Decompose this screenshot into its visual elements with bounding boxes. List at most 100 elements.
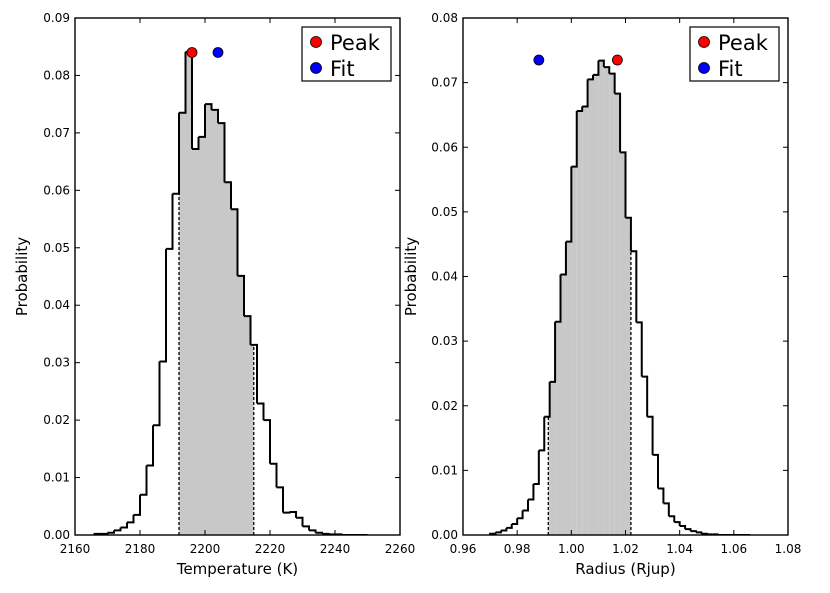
temperature-y-tick-label: 0.01: [43, 471, 70, 485]
radius-histogram-bin: [576, 106, 584, 113]
radius-shaded-bin: [548, 416, 550, 535]
radius-legend-peak-label: Peak: [718, 31, 769, 55]
radius-shaded-bin: [582, 106, 588, 535]
radius-shaded-bin: [620, 152, 626, 535]
temperature-histogram-bin: [179, 51, 187, 114]
temperature-histogram-bin: [159, 248, 167, 363]
temperature-x-axis-label: Temperature (K): [176, 560, 298, 578]
temperature-x-tick-label: 2220: [255, 542, 286, 556]
radius-shaded-bin: [571, 166, 577, 535]
radius-histogram-bin: [663, 502, 670, 517]
temperature-y-tick-label: 0.04: [43, 298, 70, 312]
temperature-histogram-bin: [205, 103, 213, 110]
radius-legend-fit-label: Fit: [718, 57, 743, 81]
temperature-histogram-bin: [289, 511, 297, 518]
radius-y-tick-label: 0.06: [431, 140, 458, 154]
radius-histogram-bin: [528, 483, 535, 501]
temperature-y-tick-label: 0.08: [43, 68, 70, 82]
radius-histogram-bin: [582, 79, 589, 108]
temperature-x-tick-label: 2260: [385, 542, 416, 556]
radius-x-tick-label: 1.06: [720, 542, 747, 556]
temperature-y-tick-label: 0.07: [43, 126, 70, 140]
temperature-histogram-bin: [296, 516, 304, 527]
radius-histogram-bin: [603, 66, 611, 74]
temperature-histogram-bin: [302, 525, 310, 531]
temperature-histogram-bin: [192, 136, 200, 150]
radius-y-tick-label: 0.01: [431, 463, 458, 477]
temperature-histogram-bin: [166, 193, 174, 250]
temperature-legend-fit-label: Fit: [330, 57, 355, 81]
radius-histogram-bin: [555, 274, 562, 323]
temperature-shaded-bin: [237, 275, 244, 535]
temperature-histogram-bin: [231, 208, 239, 276]
temperature-shaded-bin: [198, 136, 205, 535]
temperature-x-tick-label: 2180: [125, 542, 156, 556]
radius-histogram-bin: [630, 250, 638, 323]
temperature-histogram-bin: [133, 494, 141, 516]
radius-shaded-bin: [593, 74, 599, 535]
radius-y-tick-label: 0.02: [431, 399, 458, 413]
radius-shaded-bin: [587, 79, 593, 535]
temperature-histogram-bin: [270, 462, 278, 488]
temperature-x-tick-label: 2200: [190, 542, 221, 556]
radius-histogram-bin: [500, 527, 508, 532]
radius-x-tick-label: 1.02: [612, 542, 639, 556]
radius-histogram-bin: [517, 510, 524, 520]
temperature-fit-marker: [212, 47, 224, 58]
radius-histogram-bin: [658, 487, 665, 504]
temperature-histogram-bin: [127, 514, 135, 524]
radius-shaded-bin: [560, 274, 566, 535]
radius-histogram-bin: [511, 518, 519, 526]
radius-histogram-bin: [652, 453, 659, 489]
temperature-histogram-bin: [211, 108, 219, 124]
radius-histogram-bin: [544, 381, 551, 418]
radius-histogram-bin: [695, 531, 703, 534]
radius-y-tick-label: 0.08: [431, 11, 458, 25]
radius-histogram-bin: [625, 216, 632, 252]
radius-histogram-bin: [674, 521, 681, 526]
radius-histogram-bin: [565, 166, 573, 243]
radius-legend: Peak Fit: [689, 26, 780, 82]
temperature-y-tick-label: 0.00: [43, 528, 70, 542]
temperature-x-tick-label: 2240: [320, 542, 351, 556]
radius-histogram-panel: 0.96 0.98 1.00 1.02 1.04 1.06 1.08 0.00 0.01 0.0…: [402, 11, 801, 578]
radius-y-tick-label: 0.04: [431, 270, 458, 284]
radius-x-axis-label: Radius (Rjup): [575, 560, 675, 578]
temperature-histogram-bin: [140, 465, 148, 496]
temperature-shaded-bin: [205, 104, 212, 535]
radius-histogram-bin: [636, 321, 643, 377]
radius-shaded-bin: [598, 60, 604, 535]
radius-histogram-bin: [641, 375, 649, 417]
radius-histogram-bin: [587, 74, 594, 81]
temperature-histogram-bin: [250, 343, 258, 404]
temperature-histogram-panel: 2160 2180 2200 2220 2240 2260 0.00 0.01 0.02 0.0…: [13, 11, 415, 578]
radius-x-tick-label: 0.98: [504, 542, 531, 556]
radius-y-axis-label: Probability: [402, 237, 420, 316]
temperature-legend-peak-marker: [310, 36, 322, 48]
temperature-shaded-bin: [224, 182, 231, 535]
radius-histogram-bin: [533, 450, 540, 485]
radius-shaded-bin: [603, 67, 610, 535]
temperature-shaded-bin: [218, 123, 225, 535]
temperature-y-tick-label: 0.03: [43, 356, 70, 370]
radius-fit-marker: [533, 54, 545, 66]
radius-x-tick-label: 0.96: [450, 542, 477, 556]
radius-shaded-bin: [549, 381, 556, 535]
temperature-y-tick-label: 0.06: [43, 183, 70, 197]
temperature-histogram-bin: [224, 181, 232, 210]
temperature-histogram-bin: [218, 122, 226, 183]
temperature-y-tick-label: 0.05: [43, 241, 70, 255]
radius-histogram-bin: [614, 92, 622, 153]
temperature-histogram-bin: [120, 522, 128, 529]
radius-legend-peak-marker: [698, 36, 710, 48]
radius-y-tick-label: 0.07: [431, 76, 458, 90]
temperature-histogram-bin: [276, 486, 284, 513]
temperature-y-axis-label: Probability: [13, 237, 31, 316]
temperature-histogram-bin: [237, 274, 245, 317]
temperature-legend: Peak Fit: [301, 26, 392, 82]
radius-shaded-bin: [614, 93, 621, 535]
temperature-histogram-bin: [263, 419, 271, 464]
radius-y-tick-label: 0.05: [431, 205, 458, 219]
